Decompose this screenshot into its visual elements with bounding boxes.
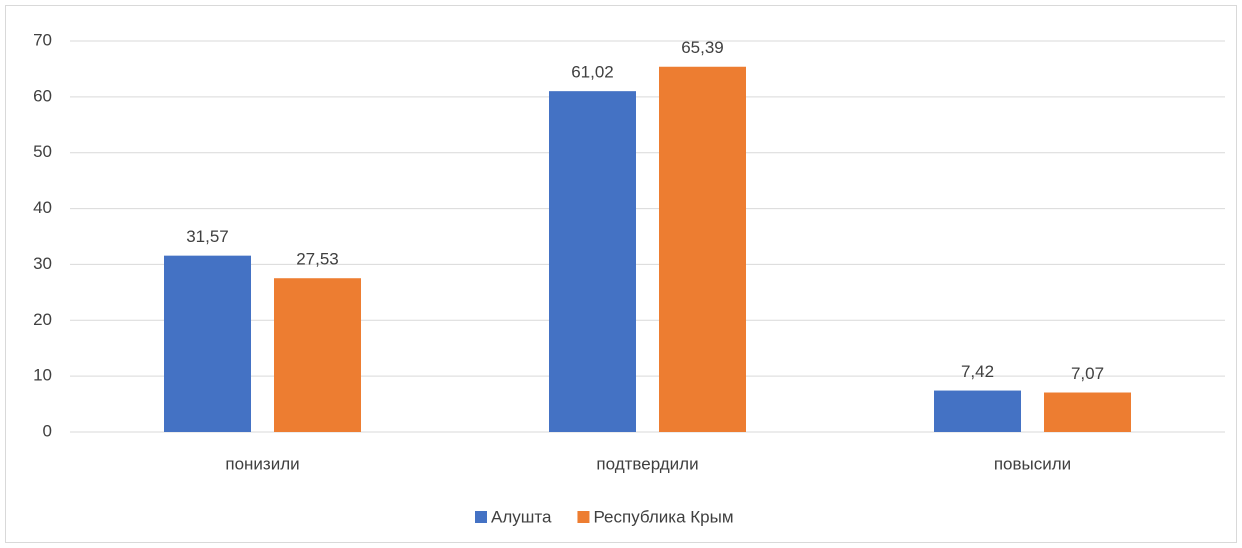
y-tick-label: 0 — [43, 421, 52, 440]
y-tick-label: 20 — [33, 310, 52, 329]
y-tick-label: 10 — [33, 366, 52, 385]
data-label: 7,42 — [961, 362, 994, 381]
data-label: 27,53 — [296, 250, 339, 269]
data-label: 31,57 — [186, 227, 229, 246]
data-label: 65,39 — [681, 38, 724, 57]
legend-label: Алушта — [491, 507, 552, 526]
y-tick-label: 40 — [33, 198, 52, 217]
bar — [549, 91, 636, 432]
y-tick-label: 30 — [33, 254, 52, 273]
x-tick-label: повысили — [994, 454, 1071, 473]
legend-label: Республика Крым — [593, 507, 733, 526]
bar — [934, 390, 1021, 432]
bar — [274, 278, 361, 432]
y-tick-label: 50 — [33, 142, 52, 161]
legend-swatch — [475, 511, 487, 523]
x-tick-label: подтвердили — [596, 454, 698, 473]
data-label: 61,02 — [571, 63, 614, 82]
y-tick-label: 70 — [33, 30, 52, 49]
bar — [164, 255, 251, 432]
y-tick-label: 60 — [33, 86, 52, 105]
x-tick-label: понизили — [225, 454, 299, 473]
legend-swatch — [577, 511, 590, 523]
bar — [1044, 392, 1131, 432]
bar — [659, 66, 746, 432]
data-label: 7,07 — [1071, 364, 1104, 383]
